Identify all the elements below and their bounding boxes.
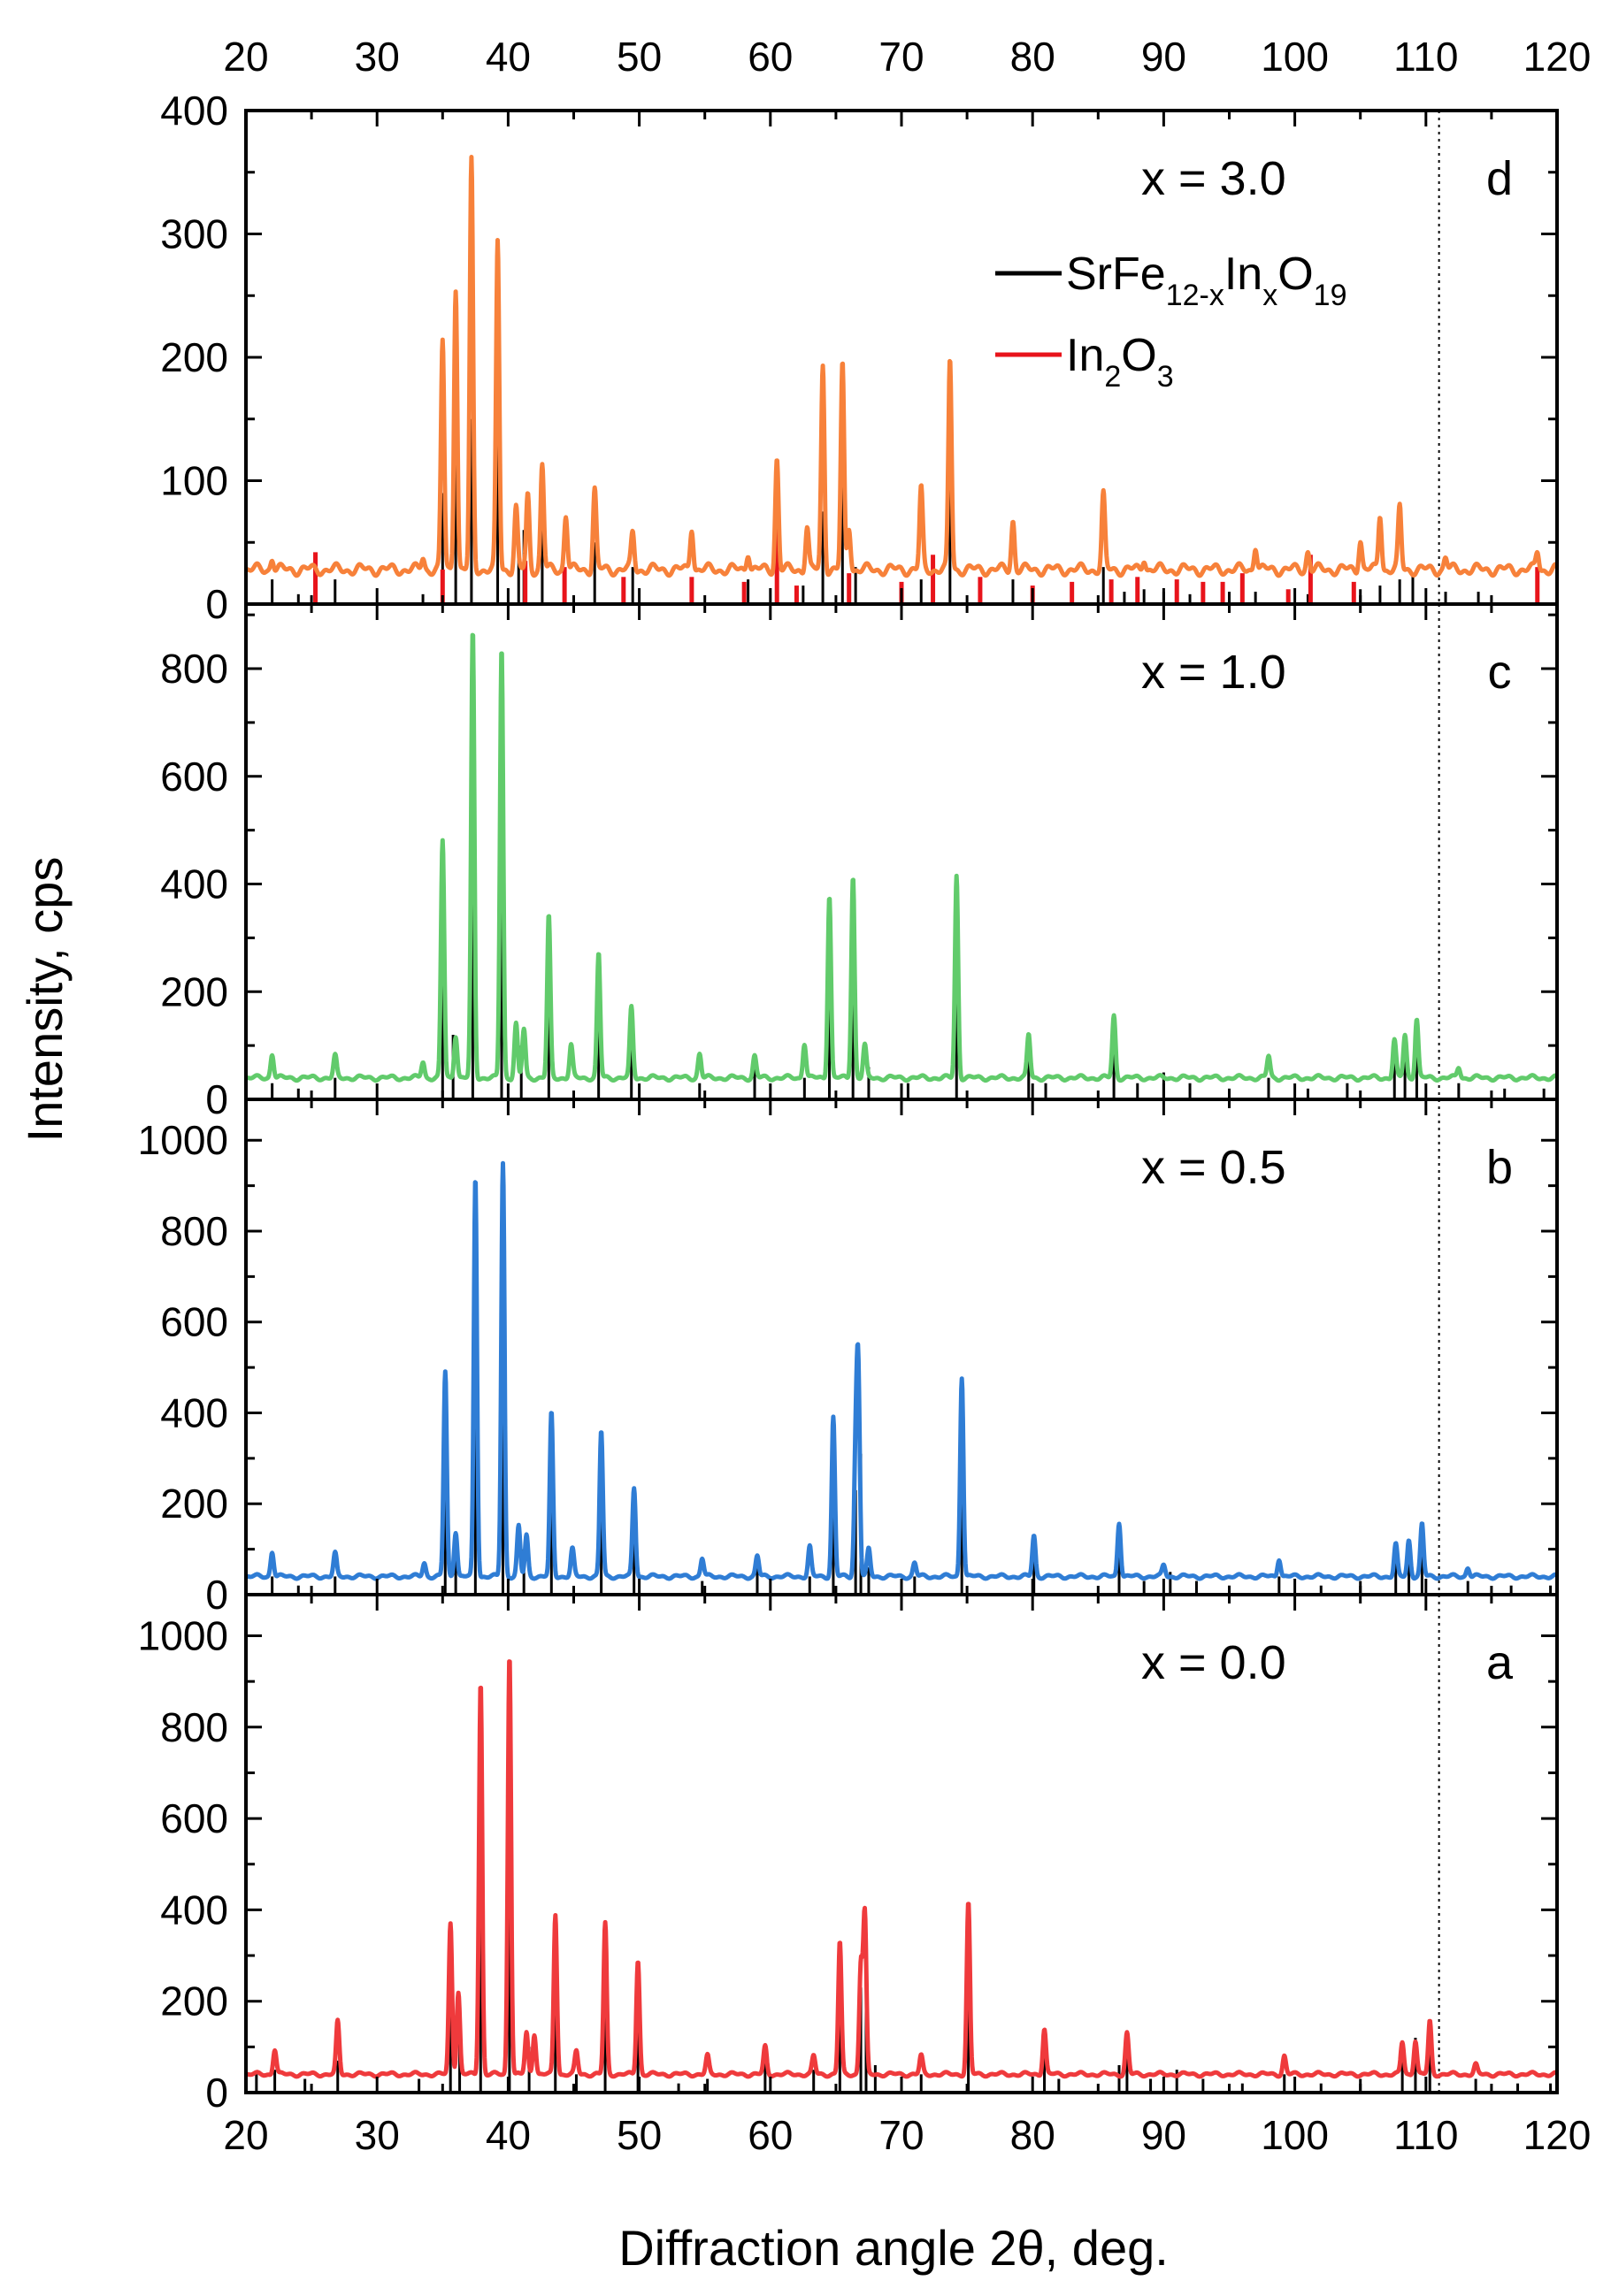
y-tick-label: 400 [160,1389,228,1435]
pattern-line-c [244,632,1559,1083]
y-tick-label: 600 [160,754,228,800]
legend-label-srfe: SrFe12-xInxO19 [1066,249,1346,312]
pattern-line-a [244,1659,1559,2079]
bottom-x-tick-label: 120 [1523,2112,1592,2158]
y-tick-label: 400 [160,1887,228,1932]
composition-label: x = 3.0 [1141,152,1286,205]
bottom-x-tick-label: 110 [1393,2112,1458,2158]
y-tick-label: 1000 [138,1612,228,1658]
y-tick-label: 800 [160,1704,228,1750]
top-x-tick-label: 100 [1261,34,1329,80]
bottom-x-tick-label: 90 [1141,2112,1186,2158]
legend: SrFe12-xInxO19 In2O3 [995,249,1346,394]
y-tick-label: 800 [160,1208,228,1254]
y-tick-label: 400 [160,88,228,134]
top-x-tick-label: 70 [878,34,924,80]
y-tick-label: 200 [160,1481,228,1527]
bottom-x-tick-label: 40 [486,2112,531,2158]
panel-letter: a [1486,1636,1514,1689]
panels-group: 0 100 200 300 400 x = 3.0 d 0 200 400 600 800 x = 1.… [138,88,1559,2116]
y-tick-label: 100 [160,458,228,504]
top-x-tick-label: 40 [486,34,531,80]
pattern-line-b [244,1160,1559,1581]
y-tick-label: 0 [205,2070,228,2116]
panel-frame [244,1593,1559,2094]
top-x-tick-label: 50 [617,34,662,80]
panel-b: 0 200 400 600 800 1000 x = 0.5 b [138,1098,1559,1618]
x-axis-title: Diffraction angle 2θ, deg. [618,2220,1169,2276]
bottom-x-tick-label: 80 [1010,2112,1055,2158]
y-tick-label: 1000 [138,1117,228,1163]
panel-letter: b [1486,1141,1513,1194]
y-tick-label: 300 [160,211,228,257]
legend-label-in2o3: In2O3 [1066,330,1174,394]
panel-a: 0 200 400 600 800 1000 x = 0.0 a [138,1593,1559,2116]
y-tick-label: 0 [205,581,228,627]
y-tick-label: 0 [205,1572,228,1618]
y-tick-label: 0 [205,1076,228,1122]
bottom-x-tick-label: 70 [878,2112,924,2158]
y-tick-label: 600 [160,1299,228,1345]
y-tick-label: 200 [160,1978,228,2024]
bottom-x-axis: 20 30 40 50 60 70 80 90 100 110 120 [223,2112,1591,2158]
top-x-tick-label: 20 [223,34,268,80]
composition-label: x = 0.5 [1141,1141,1286,1194]
y-tick-label: 200 [160,968,228,1014]
composition-label: x = 1.0 [1141,646,1286,699]
bottom-x-tick-label: 30 [355,2112,400,2158]
y-tick-label: 800 [160,646,228,692]
panel-letter: d [1486,152,1513,205]
y-tick-label: 400 [160,861,228,907]
panel-c: 0 200 400 600 800 x = 1.0 c [160,602,1559,1122]
panel-d: 0 100 200 300 400 x = 3.0 d [160,88,1559,627]
bottom-x-tick-label: 60 [748,2112,793,2158]
top-x-tick-label: 120 [1523,34,1592,80]
top-x-tick-label: 80 [1010,34,1055,80]
bottom-x-tick-label: 50 [617,2112,662,2158]
y-tick-label: 600 [160,1795,228,1841]
pattern-line-d [244,155,1559,578]
y-tick-label: 200 [160,334,228,380]
top-x-tick-label: 60 [748,34,793,80]
y-axis-title: Intensity, cps [17,857,73,1143]
top-x-tick-label: 90 [1141,34,1186,80]
composition-label: x = 0.0 [1141,1636,1286,1689]
panel-letter: c [1488,646,1512,699]
top-x-tick-label: 110 [1393,34,1458,80]
bottom-x-tick-label: 100 [1261,2112,1329,2158]
top-x-tick-label: 30 [355,34,400,80]
top-x-axis: 20 30 40 50 60 70 80 90 100 110 120 [223,34,1591,80]
bottom-x-tick-label: 20 [223,2112,268,2158]
